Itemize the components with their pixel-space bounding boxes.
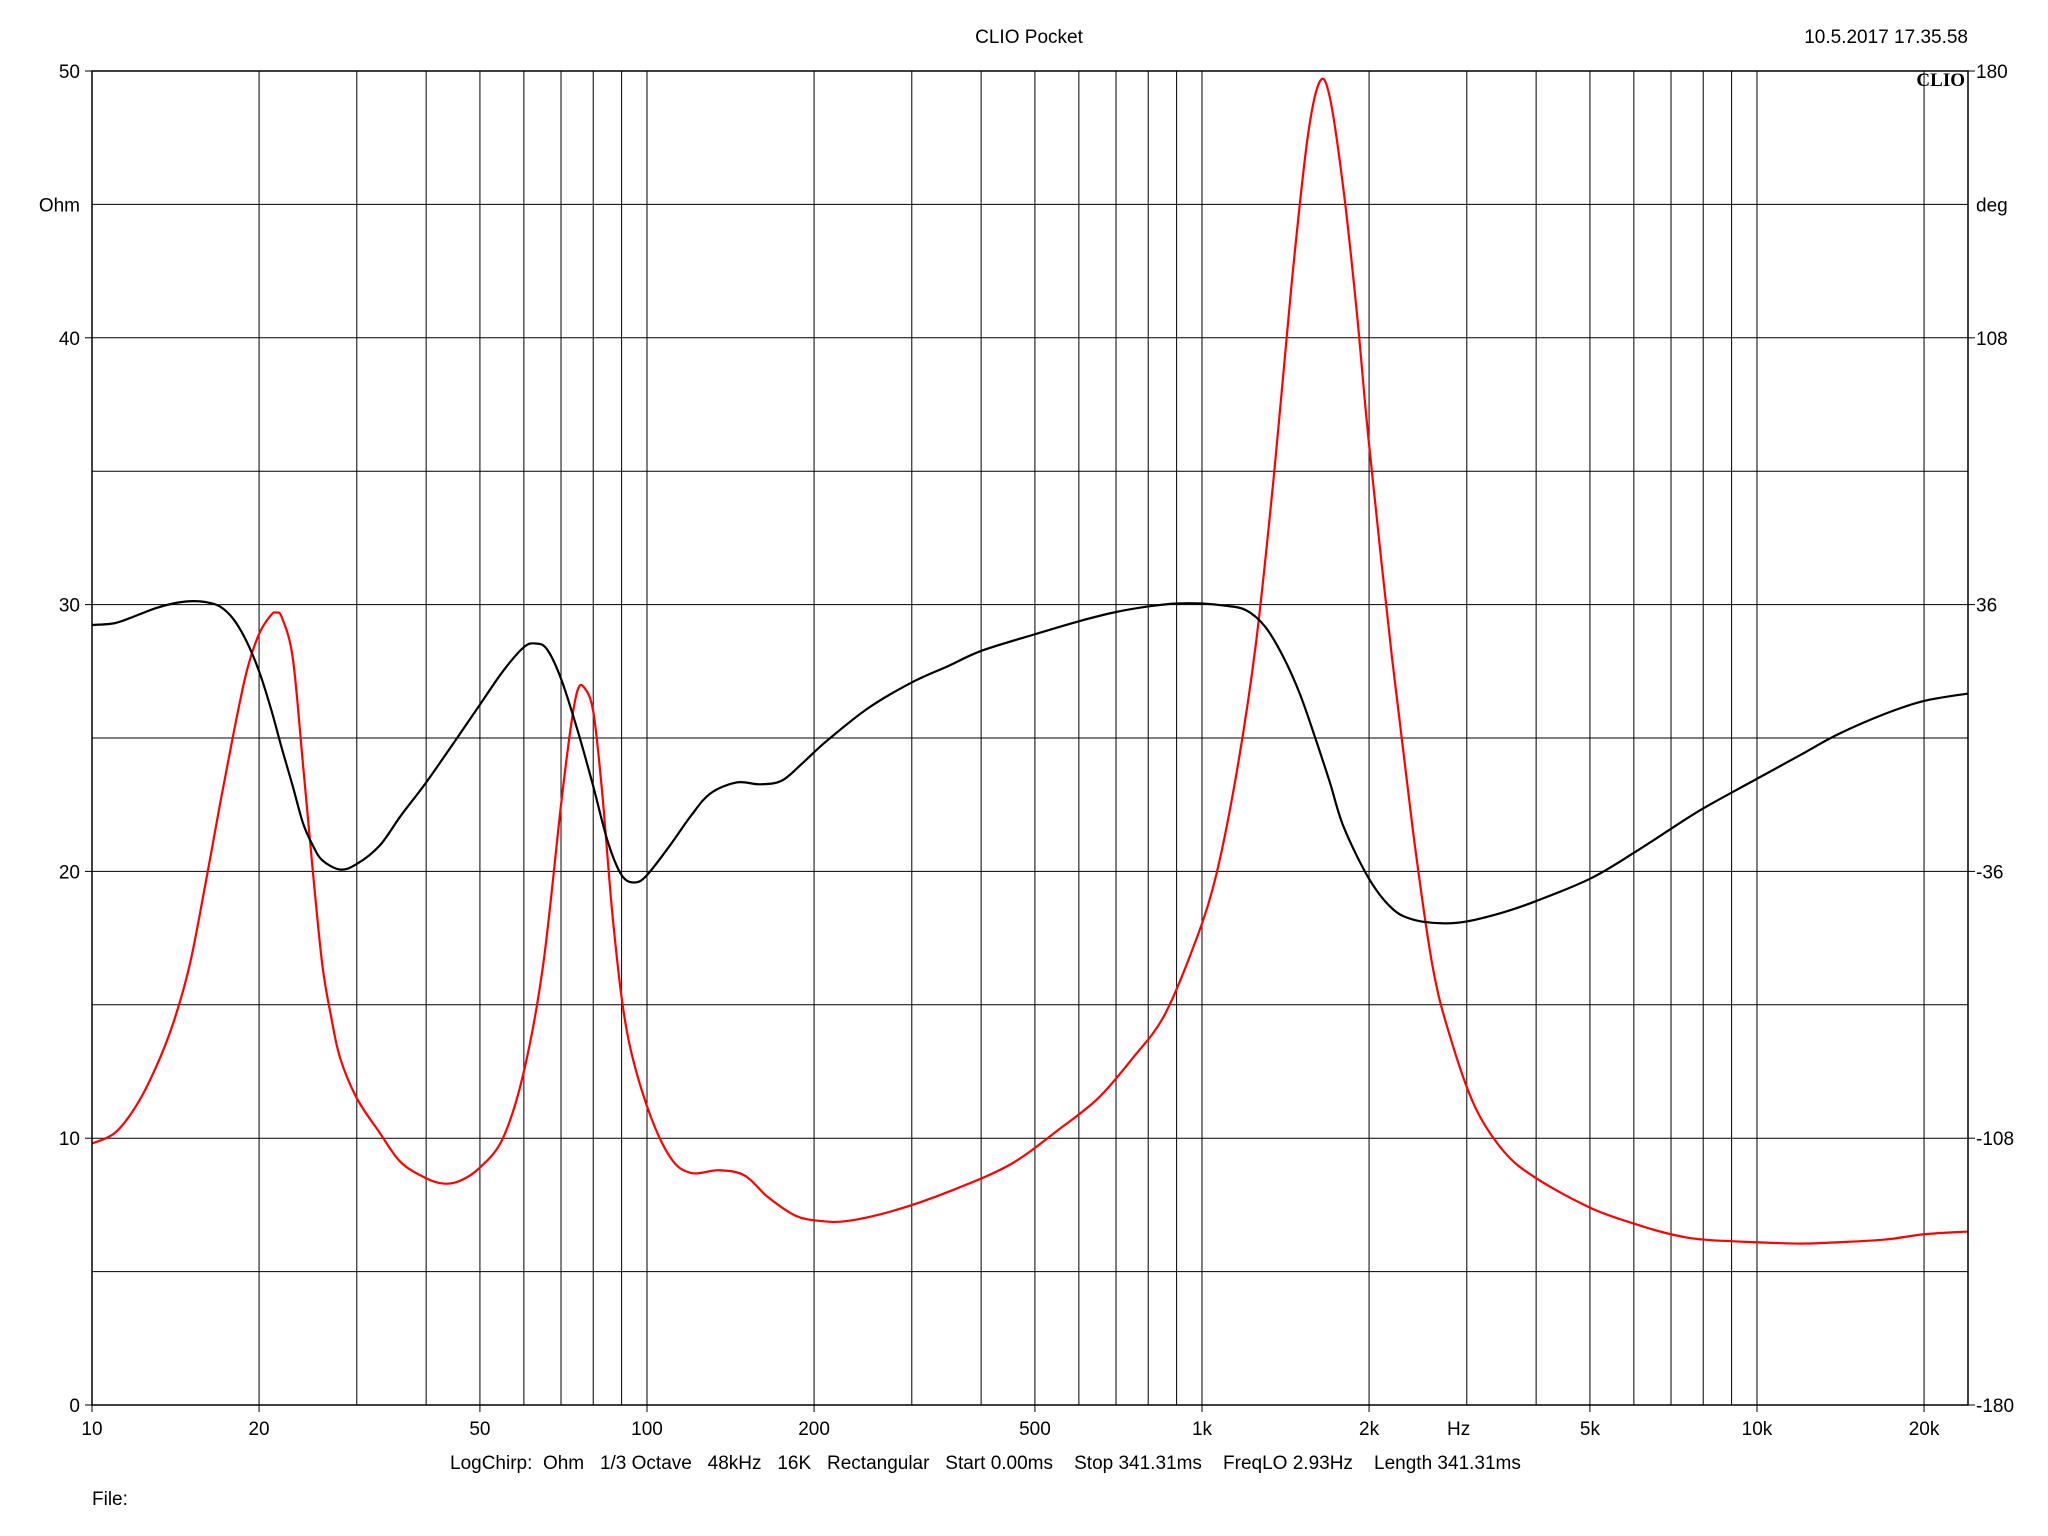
y-left-tick-label: 10 xyxy=(59,1129,80,1150)
y-right-tick-label: 108 xyxy=(1976,329,2008,350)
y-right-tick-label: -36 xyxy=(1976,862,2003,883)
x-tick-label: 200 xyxy=(798,1419,830,1440)
x-tick-label: 20 xyxy=(248,1419,269,1440)
y-right-tick-label: -180 xyxy=(1976,1396,2014,1417)
x-tick-label: 50 xyxy=(469,1419,490,1440)
x-tick-label: 5k xyxy=(1580,1419,1601,1440)
x-unit-label: Hz xyxy=(1447,1419,1470,1440)
clio-logo: CLIO xyxy=(1916,70,1965,91)
axis-labels: 10 20 50 100 200 500 1k 2k 5k 10k 20kHz01020304050… xyxy=(39,62,2014,1440)
x-tick-label: 500 xyxy=(1019,1419,1051,1440)
y-right-tick-label: -108 xyxy=(1976,1129,2014,1150)
x-tick-label: 10k xyxy=(1742,1419,1773,1440)
plot-frame xyxy=(91,70,1969,1406)
x-tick-label: 20k xyxy=(1909,1419,1940,1440)
x-tick-label: 10 xyxy=(81,1419,102,1440)
series-layer xyxy=(91,77,1969,1245)
chart-title: CLIO Pocket xyxy=(975,27,1083,48)
y-left-tick-label: 50 xyxy=(59,62,80,83)
timestamp: 10.5.2017 17.35.58 xyxy=(1804,27,1968,48)
file-label: File: xyxy=(92,1489,128,1510)
x-tick-label: 2k xyxy=(1359,1419,1380,1440)
phase-curve xyxy=(91,600,1969,925)
y-right-tick-label: 36 xyxy=(1976,596,1997,617)
measurement-settings: LogChirp: Ohm 1/3 Octave 48kHz 16K Recta… xyxy=(450,1453,1521,1474)
y-left-unit-label: Ohm xyxy=(39,195,80,216)
y-left-tick-label: 20 xyxy=(59,862,80,883)
x-tick-label: 1k xyxy=(1192,1419,1213,1440)
grid xyxy=(91,71,1968,1405)
y-right-unit-label: deg xyxy=(1976,195,2008,216)
impedance-curve xyxy=(91,77,1969,1245)
y-left-tick-label: 40 xyxy=(59,329,80,350)
y-left-tick-label: 30 xyxy=(59,596,80,617)
y-right-tick-label: 180 xyxy=(1976,62,2008,83)
x-tick-label: 100 xyxy=(631,1419,663,1440)
y-left-tick-label: 0 xyxy=(69,1396,80,1417)
